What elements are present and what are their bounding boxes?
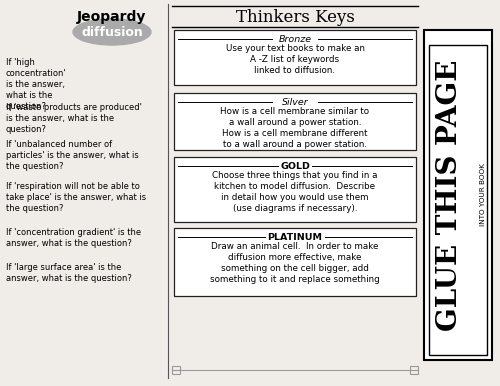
FancyBboxPatch shape bbox=[174, 93, 416, 150]
FancyBboxPatch shape bbox=[174, 157, 416, 222]
Text: Thinkers Keys: Thinkers Keys bbox=[236, 9, 354, 26]
Text: Draw an animal cell.  In order to make
diffusion more effective, make
something : Draw an animal cell. In order to make di… bbox=[210, 242, 380, 284]
Text: Use your text books to make an
A -Z list of keywords
linked to diffusion.: Use your text books to make an A -Z list… bbox=[226, 44, 364, 75]
Text: INTO YOUR BOOK: INTO YOUR BOOK bbox=[480, 164, 486, 227]
Text: Choose three things that you find in a
kitchen to model diffusion.  Describe
in : Choose three things that you find in a k… bbox=[212, 171, 378, 213]
Text: If 'unbalanced number of
particles' is the answer, what is
the question?: If 'unbalanced number of particles' is t… bbox=[6, 140, 139, 171]
Text: GLUE THIS PAGE: GLUE THIS PAGE bbox=[436, 59, 464, 331]
Bar bbox=[410, 366, 418, 374]
Text: If 'large surface area' is the
answer, what is the question?: If 'large surface area' is the answer, w… bbox=[6, 263, 132, 283]
Text: If 'concentration gradient' is the
answer, what is the question?: If 'concentration gradient' is the answe… bbox=[6, 228, 141, 248]
Text: GOLD: GOLD bbox=[280, 162, 310, 171]
Text: Silver: Silver bbox=[282, 98, 308, 107]
Text: If 'respiration will not be able to
take place' is the answer, what is
the quest: If 'respiration will not be able to take… bbox=[6, 182, 146, 213]
Text: If 'waste products are produced'
is the answer, what is the
question?: If 'waste products are produced' is the … bbox=[6, 103, 142, 134]
Text: How is a cell membrane similar to
a wall around a power station.
How is a cell m: How is a cell membrane similar to a wall… bbox=[220, 107, 370, 149]
Ellipse shape bbox=[73, 19, 151, 45]
Text: If 'high
concentration'
is the answer,
what is the
question?: If 'high concentration' is the answer, w… bbox=[6, 58, 66, 112]
Text: PLATINUM: PLATINUM bbox=[268, 233, 322, 242]
FancyBboxPatch shape bbox=[174, 228, 416, 296]
Text: diffusion: diffusion bbox=[81, 25, 143, 39]
FancyBboxPatch shape bbox=[174, 30, 416, 85]
FancyBboxPatch shape bbox=[424, 30, 492, 360]
Text: Bronze: Bronze bbox=[278, 35, 312, 44]
FancyBboxPatch shape bbox=[429, 45, 487, 355]
Text: Jeopardy: Jeopardy bbox=[78, 10, 146, 24]
Bar bbox=[172, 366, 180, 374]
